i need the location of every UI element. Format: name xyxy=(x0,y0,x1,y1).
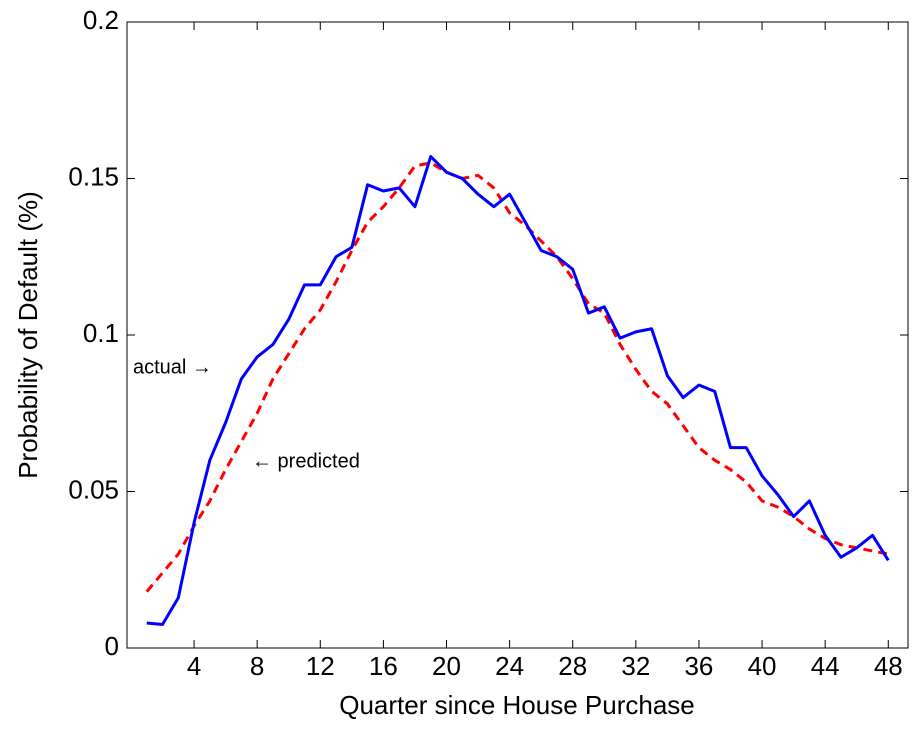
x-tick-label: 36 xyxy=(684,651,713,681)
y-tick-label: 0.05 xyxy=(68,474,119,504)
y-tick-label: 0.15 xyxy=(68,161,119,191)
x-axis-label: Quarter since House Purchase xyxy=(339,690,695,720)
x-tick-label: 40 xyxy=(748,651,777,681)
x-tick-label: 44 xyxy=(811,651,840,681)
y-tick-label: 0.2 xyxy=(83,5,119,35)
x-tick-label: 16 xyxy=(369,651,398,681)
axes-box xyxy=(126,21,909,649)
series-line xyxy=(145,161,889,593)
x-tick-label: 32 xyxy=(621,651,650,681)
x-tick-label: 28 xyxy=(558,651,587,681)
y-tick-label: 0 xyxy=(105,631,119,661)
annotation: ← predicted xyxy=(252,450,360,472)
y-tick-label: 0.1 xyxy=(83,318,119,348)
y-axis-label: Probability of Default (%) xyxy=(13,191,43,479)
x-tick-label: 24 xyxy=(495,651,524,681)
x-tick-label: 20 xyxy=(432,651,461,681)
x-tick-label: 12 xyxy=(306,651,335,681)
x-tick-label: 48 xyxy=(874,651,903,681)
series-line xyxy=(146,155,890,627)
x-tick-label: 4 xyxy=(187,651,201,681)
x-tick-label: 8 xyxy=(250,651,264,681)
annotation: actual → xyxy=(133,356,212,378)
